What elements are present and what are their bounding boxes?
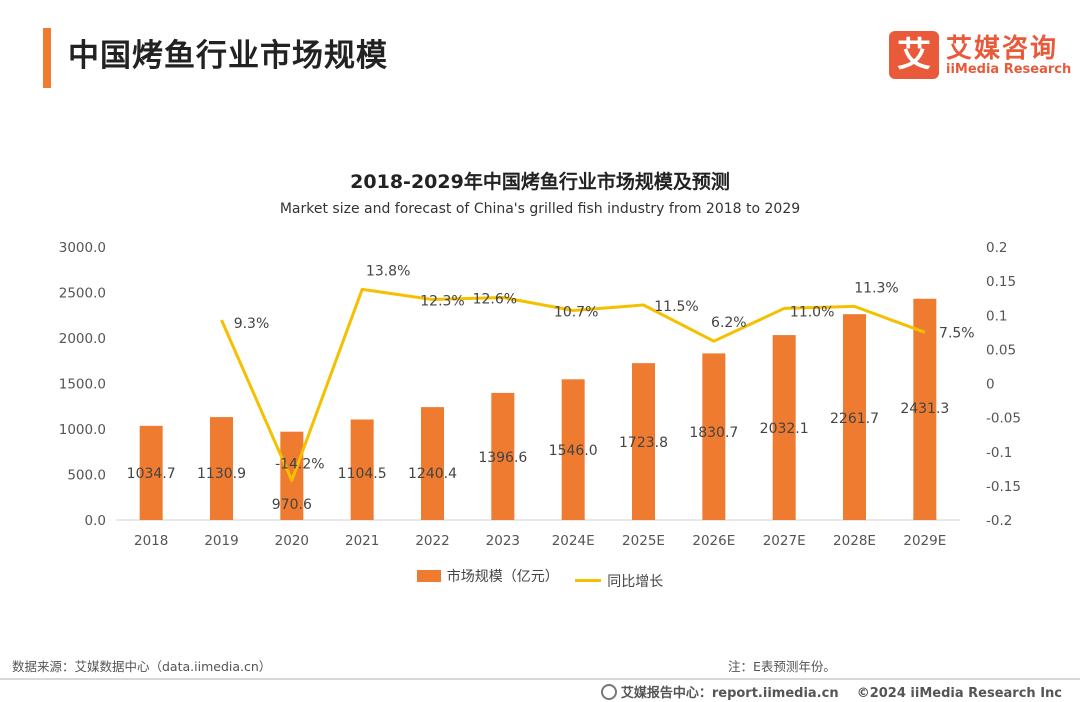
bar-market-size [561, 379, 585, 520]
bar-data-label: 970.6 [272, 497, 312, 513]
chart-subtitle: Market size and forecast of China's gril… [279, 201, 801, 217]
legend-item-growth: 同比增长 [575, 571, 663, 591]
growth-line [220, 287, 926, 482]
x-tick-label: 2018 [134, 533, 168, 549]
bar-market-size [139, 425, 163, 520]
bar-market-size [913, 298, 937, 520]
y-left-tick-label: 0.0 [85, 513, 106, 529]
y-right-tick-label: -0.05 [986, 411, 1021, 427]
y-right-tick-label: 0.15 [986, 274, 1016, 290]
bar-market-size [280, 431, 304, 520]
y-left-tick-label: 3000.0 [59, 240, 106, 256]
bar-market-size [843, 314, 866, 520]
bar-data-label: 1396.6 [478, 450, 527, 466]
y-right-tick-label: 0 [986, 377, 995, 393]
bar-data-label: 2431.3 [900, 401, 949, 417]
y-left-tick-label: 2000.0 [59, 331, 106, 347]
bar-data-label: 1104.5 [338, 466, 387, 482]
growth-data-label: 12.6% [473, 292, 517, 308]
chart-legend: 市场规模（亿元） 同比增长 [0, 566, 1080, 591]
globe-icon [600, 684, 617, 700]
x-tick-label: 2024E [552, 533, 595, 549]
bar-data-label: 1830.7 [689, 425, 738, 441]
growth-data-label: 9.3% [234, 316, 270, 332]
growth-data-label: 6.2% [711, 315, 747, 331]
legend-label-market-size: 市场规模（亿元） [446, 569, 559, 585]
legend-item-market-size: 市场规模（亿元） [416, 566, 559, 586]
bar-market-size [210, 417, 233, 520]
growth-data-label: 12.3% [420, 294, 464, 310]
bar-market-size [702, 353, 726, 520]
growth-data-label: 13.8% [366, 263, 410, 279]
legend-label-growth: 同比增长 [607, 573, 664, 590]
y-right-tick-label: 0.05 [986, 342, 1016, 358]
growth-data-label: 11.5% [654, 299, 698, 315]
bar-market-size [772, 335, 796, 520]
growth-data-label: 10.7% [554, 304, 598, 320]
y-left-tick-label: 1000.0 [59, 422, 106, 438]
x-tick-label: 2028E [833, 533, 876, 549]
bar-market-size [421, 407, 444, 520]
page-title: 中国烤鱼行业市场规模 [68, 38, 388, 74]
x-tick-label: 2027E [763, 533, 806, 549]
x-tick-label: 2019 [204, 533, 238, 549]
bar-data-label: 1546.0 [549, 443, 598, 459]
footer-credits: 艾媒报告中心：report.iimedia.cn ©2024 iiMedia R… [600, 682, 1062, 701]
x-tick-label: 2029E [903, 533, 946, 549]
y-left-tick-label: 500.0 [67, 468, 106, 484]
bar-data-label: 1130.9 [197, 466, 246, 482]
x-tick-label: 2022 [415, 533, 449, 549]
legend-line-swatch [575, 579, 602, 582]
bar-data-label: 2261.7 [830, 411, 879, 427]
x-tick-label: 2025E [622, 533, 665, 549]
bar-data-label: 1723.8 [619, 435, 668, 451]
iimedia-logo-en: iiMedia Research [946, 62, 1072, 77]
bar-data-label: 1034.7 [127, 466, 176, 482]
growth-data-label: 11.0% [790, 304, 834, 320]
chart-title: 2018-2029年中国烤鱼行业市场规模及预测 [350, 171, 730, 193]
y-right-tick-label: 0.2 [986, 240, 1007, 256]
growth-data-label: 11.3% [854, 280, 898, 296]
x-tick-label: 2021 [345, 533, 379, 549]
growth-data-label: 7.5% [939, 325, 975, 341]
forecast-note: 注：E表预测年份。 [728, 659, 836, 674]
growth-data-label: -14.2% [275, 456, 325, 472]
y-right-tick-label: -0.1 [986, 445, 1012, 461]
bar-market-size [491, 392, 515, 520]
report-center: 艾媒报告中心：report.iimedia.cn [620, 686, 839, 701]
y-left-tick-label: 2500.0 [59, 286, 106, 302]
x-tick-label: 2023 [486, 533, 520, 549]
bar-data-label: 2032.1 [760, 421, 809, 437]
footer-divider [0, 678, 1080, 680]
bar-data-label: 1240.4 [408, 466, 457, 482]
y-right-tick-label: 0.1 [986, 308, 1007, 324]
iimedia-logo-cn: 艾媒咨询 [946, 34, 1059, 64]
bar-market-size [632, 363, 655, 520]
legend-bar-swatch [416, 570, 441, 582]
bar-market-size [350, 419, 374, 520]
title-accent-bar [43, 28, 51, 88]
y-right-tick-label: -0.2 [986, 513, 1012, 529]
x-tick-label: 2020 [275, 533, 309, 549]
x-tick-label: 2026E [692, 533, 735, 549]
data-source: 数据来源：艾媒数据中心（data.iimedia.cn） [12, 659, 272, 674]
copyright: ©2024 iiMedia Research Inc [856, 686, 1062, 701]
y-left-tick-label: 1500.0 [59, 377, 106, 393]
y-right-tick-label: -0.15 [986, 479, 1021, 495]
iimedia-logo-mark: 艾 [889, 31, 939, 79]
